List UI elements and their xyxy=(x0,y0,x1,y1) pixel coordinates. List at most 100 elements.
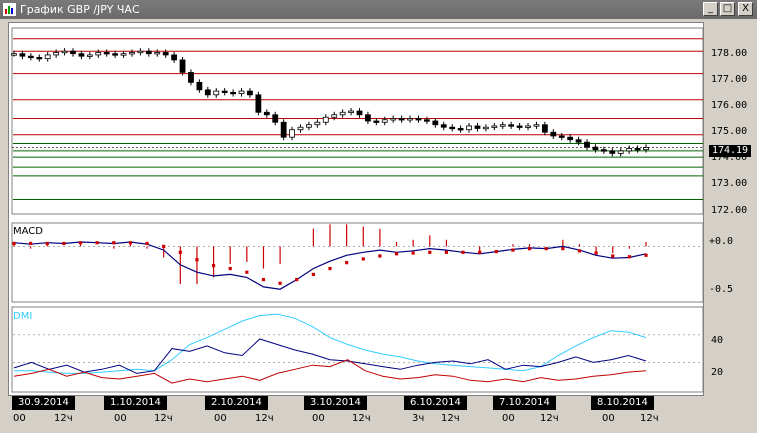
price-tick: 178.00 xyxy=(711,48,748,59)
maximize-button[interactable]: □ xyxy=(720,2,735,16)
date-label: 6.10.2014 xyxy=(404,396,467,410)
candle-body xyxy=(272,114,279,123)
candle-body xyxy=(204,89,211,96)
close-button[interactable]: X xyxy=(738,2,753,16)
candle-body xyxy=(600,149,607,152)
candle-body xyxy=(61,50,68,54)
hour-tick: 00 xyxy=(13,413,26,424)
candle-body xyxy=(255,94,262,113)
macd-signal-dot xyxy=(29,241,33,246)
candle-body xyxy=(348,110,354,113)
candle-body xyxy=(373,120,380,123)
candle-body xyxy=(112,53,119,56)
price-tick: 174.00 xyxy=(711,152,748,163)
candle-body xyxy=(213,90,220,96)
price-tick: 177.00 xyxy=(711,74,748,85)
macd-signal-dot xyxy=(261,277,266,282)
candle-body xyxy=(11,53,17,56)
candle-body xyxy=(78,53,85,57)
candle-body xyxy=(171,54,178,61)
candle-body xyxy=(263,111,270,116)
macd-signal-dot xyxy=(245,270,249,274)
candle-body xyxy=(398,118,405,121)
macd-signal-dot xyxy=(345,261,349,265)
minimize-button[interactable]: _ xyxy=(703,2,718,16)
date-label: 3.10.2014 xyxy=(304,396,367,410)
candle-body xyxy=(230,91,236,95)
macd-signal-dot xyxy=(128,241,133,245)
candle-body xyxy=(19,53,26,57)
candle-body xyxy=(247,90,253,96)
chart-area[interactable] xyxy=(8,22,704,396)
candle-body xyxy=(415,118,422,121)
macd-signal-dot xyxy=(527,247,532,251)
candle-body xyxy=(289,129,295,138)
date-label: 1.10.2014 xyxy=(104,396,167,410)
candle-body xyxy=(550,131,557,137)
macd-signal-dot xyxy=(511,248,515,252)
candle-body xyxy=(558,135,565,138)
candle-body xyxy=(188,71,194,83)
macd-signal-dot xyxy=(178,250,182,254)
candle-body xyxy=(609,150,616,154)
candle-body xyxy=(36,57,43,60)
hour-tick: 3ч xyxy=(412,413,425,424)
candle-body xyxy=(584,141,590,148)
candle-body xyxy=(474,125,481,129)
candle-body xyxy=(466,125,472,131)
candle-body xyxy=(482,126,489,130)
hour-tick: 12ч xyxy=(441,413,460,424)
candle-body xyxy=(95,52,102,56)
dmi-panel-frame xyxy=(11,306,704,393)
candle-body xyxy=(432,120,439,126)
hour-tick: 12ч xyxy=(640,413,659,424)
candle-body xyxy=(280,121,287,138)
macd-signal-dot xyxy=(378,254,382,258)
macd-signal-dot xyxy=(444,250,449,254)
hour-tick: 00 xyxy=(602,413,615,424)
candle-body xyxy=(331,114,338,118)
dmi-tick: 20 xyxy=(711,367,724,378)
candle-body xyxy=(567,136,574,141)
candle-body xyxy=(297,126,304,131)
candle-body xyxy=(381,119,388,123)
dmi-tick: 40 xyxy=(711,335,724,346)
macd-signal-dot xyxy=(644,253,648,257)
candle-body xyxy=(103,52,110,55)
macd-signal-dot xyxy=(145,241,149,246)
price-tick: 172.00 xyxy=(711,205,748,216)
hour-tick: 00 xyxy=(114,413,127,424)
candle-body xyxy=(508,124,515,127)
macd-signal-dot xyxy=(278,281,282,285)
current-price-badge: 174.19 xyxy=(709,145,751,157)
macd-signal-dot xyxy=(611,254,615,258)
candle-body xyxy=(221,90,228,93)
candle-body xyxy=(238,90,245,94)
macd-label: MACD xyxy=(13,226,43,237)
chart-app-icon xyxy=(3,3,16,16)
macd-signal-dot xyxy=(627,255,631,259)
candle-body xyxy=(314,121,321,126)
candle-body xyxy=(339,111,346,116)
macd-signal-dot xyxy=(195,258,199,262)
macd-tick: -0.5 xyxy=(709,284,734,295)
hour-tick: 00 xyxy=(312,413,325,424)
candle-body xyxy=(643,147,649,151)
macd-signal-dot xyxy=(494,249,498,254)
candle-body xyxy=(53,52,60,56)
macd-signal-dot xyxy=(478,250,482,254)
macd-signal-dot xyxy=(461,250,465,254)
hour-tick: 12ч xyxy=(540,413,559,424)
candle-body xyxy=(533,124,540,127)
date-label: 2.10.2014 xyxy=(205,396,268,410)
macd-panel-frame xyxy=(11,222,704,303)
candle-body xyxy=(70,50,76,55)
macd-signal-dot xyxy=(411,251,415,255)
price-tick: 176.00 xyxy=(711,100,748,111)
macd-signal-dot xyxy=(12,241,16,246)
candle-body xyxy=(516,125,523,128)
candle-body xyxy=(129,52,135,55)
title-bar[interactable]: График GBP /JPY ЧАС _ □ X xyxy=(0,0,757,19)
macd-signal-dot xyxy=(577,249,582,253)
